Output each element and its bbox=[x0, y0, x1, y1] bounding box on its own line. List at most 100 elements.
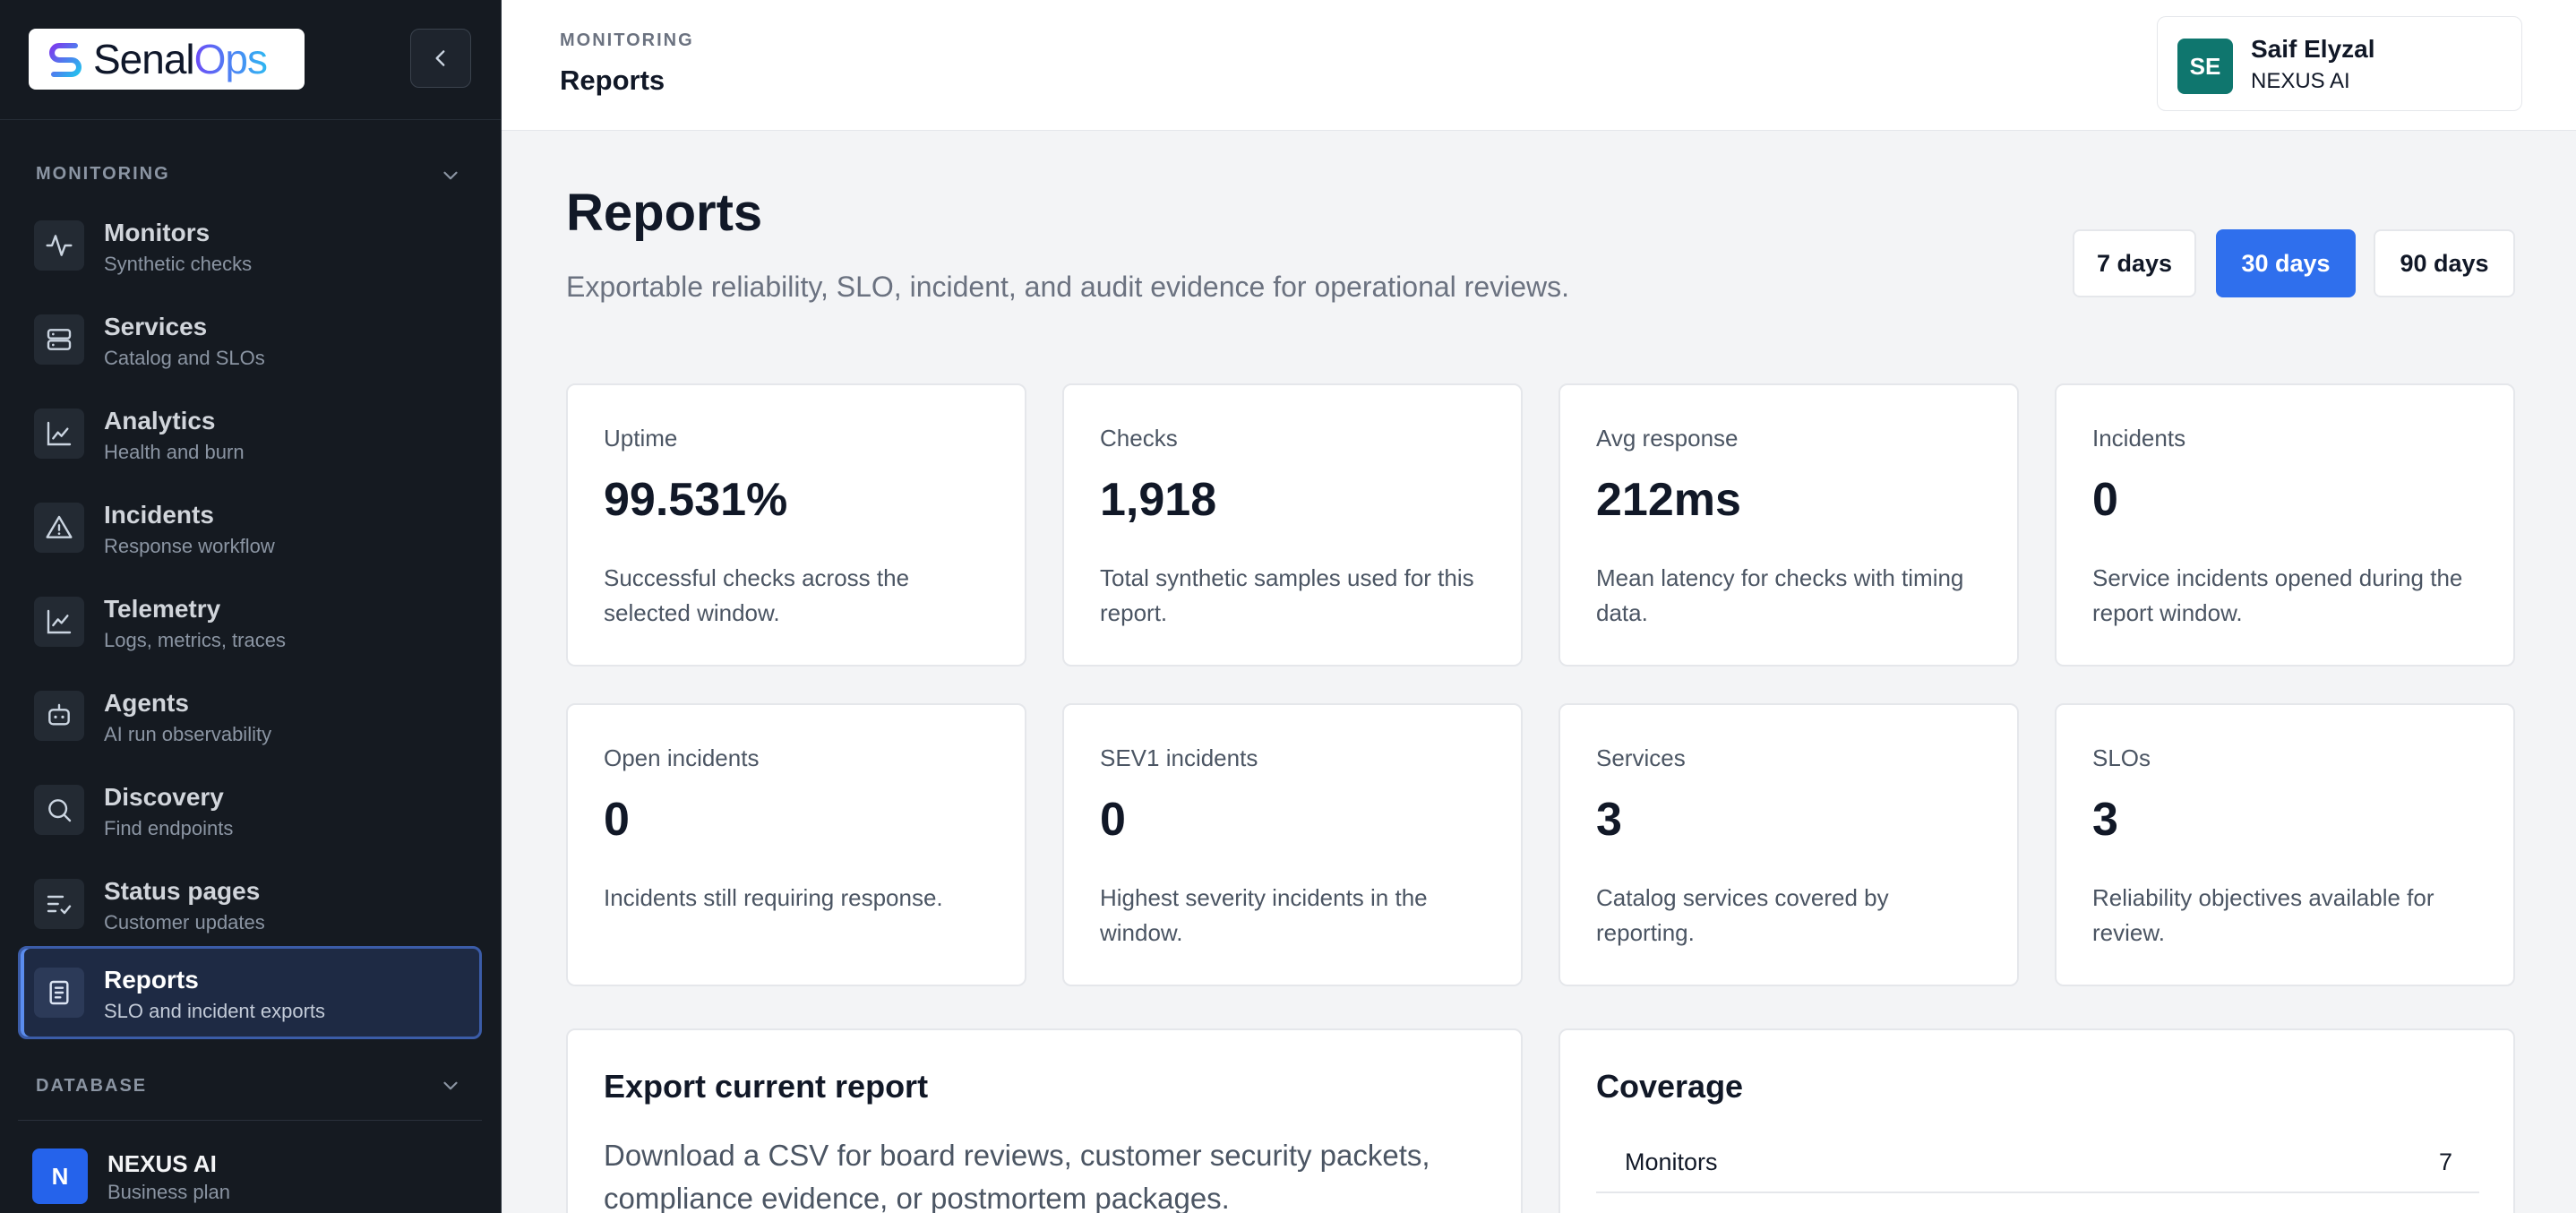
chevron-left-icon bbox=[435, 50, 445, 66]
stat-card-sev1-incidents: SEV1 incidents 0 Highest severity incide… bbox=[1062, 703, 1523, 986]
sidebar-item-status-pages[interactable]: Status pages Customer updates bbox=[18, 857, 482, 951]
stat-value: 3 bbox=[2092, 794, 2118, 846]
file-text-icon bbox=[49, 980, 69, 1005]
stat-description: Successful checks across the selected wi… bbox=[604, 564, 910, 626]
collapse-sidebar-button[interactable] bbox=[410, 29, 471, 88]
sidebar-item-label: Discovery bbox=[104, 783, 224, 811]
stat-description: Catalog services covered by reporting. bbox=[1596, 884, 1889, 946]
stat-description: Total synthetic samples used for this re… bbox=[1100, 564, 1474, 626]
user-org: NEXUS AI bbox=[2251, 69, 2350, 93]
stat-card-open-incidents: Open incidents 0 Incidents still requiri… bbox=[566, 703, 1026, 986]
sidebar-item-label: Analytics bbox=[104, 407, 216, 434]
stat-label: Avg response bbox=[1596, 425, 1739, 452]
chevron-down-icon[interactable] bbox=[439, 1074, 462, 1097]
bot-icon-wrap bbox=[34, 691, 84, 741]
sidebar-item-telemetry[interactable]: Telemetry Logs, metrics, traces bbox=[18, 575, 482, 668]
org-plan: Business plan bbox=[107, 1181, 230, 1203]
stat-value: 0 bbox=[1100, 794, 1126, 846]
search-icon-wrap bbox=[34, 785, 84, 835]
sidebar-item-sub: Health and burn bbox=[104, 441, 245, 463]
sidebar-item-discovery[interactable]: Discovery Find endpoints bbox=[18, 763, 482, 856]
sidebar-item-sub: Customer updates bbox=[104, 911, 265, 933]
brand-logo[interactable]: SenalOps bbox=[29, 29, 305, 90]
alert-triangle-icon bbox=[46, 515, 73, 538]
activity-icon bbox=[46, 235, 73, 256]
sidebar-item-label: Telemetry bbox=[104, 595, 221, 623]
sidebar: SenalOps MONITORING Monitors Synthetic c… bbox=[0, 0, 502, 1213]
list-check-icon bbox=[47, 895, 72, 915]
export-title: Export current report bbox=[604, 1068, 929, 1105]
sidebar-item-label: Monitors bbox=[104, 219, 210, 246]
top-bar: MONITORING Reports SE Saif Elyzal NEXUS … bbox=[502, 0, 2576, 131]
sidebar-item-agents[interactable]: Agents AI run observability bbox=[18, 669, 482, 762]
stat-value: 0 bbox=[604, 794, 630, 846]
sidebar-item-sub: AI run observability bbox=[104, 723, 272, 745]
sidebar-item-label: Incidents bbox=[104, 501, 214, 529]
sidebar-item-monitors[interactable]: Monitors Synthetic checks bbox=[18, 199, 482, 292]
coverage-title: Coverage bbox=[1596, 1068, 1744, 1105]
alert-triangle-icon-wrap bbox=[34, 503, 84, 553]
sidebar-item-incidents[interactable]: Incidents Response workflow bbox=[18, 481, 482, 574]
stat-label: SEV1 incidents bbox=[1100, 744, 1258, 771]
stat-description: Incidents still requiring response. bbox=[604, 884, 943, 911]
stat-card-checks: Checks 1,918 Total synthetic samples use… bbox=[1062, 383, 1523, 667]
stat-label: Incidents bbox=[2092, 425, 2186, 452]
stat-card-uptime: Uptime 99.531% Successful checks across … bbox=[566, 383, 1026, 667]
coverage-row-value: 7 bbox=[2438, 1148, 2452, 1175]
sidebar-item-sub: Find endpoints bbox=[104, 817, 234, 839]
stat-value: 212ms bbox=[1596, 474, 1741, 526]
server-icon bbox=[47, 329, 72, 350]
search-icon bbox=[48, 799, 72, 822]
sidebar-item-sub: Logs, metrics, traces bbox=[104, 629, 286, 651]
avatar: SE bbox=[2177, 39, 2233, 94]
sidebar-item-sub: Response workflow bbox=[104, 535, 275, 557]
activity-icon-wrap bbox=[34, 220, 84, 271]
range-30-days-button[interactable]: 30 days bbox=[2216, 229, 2356, 297]
stat-label: SLOs bbox=[2092, 744, 2151, 771]
stat-value: 0 bbox=[2092, 474, 2118, 526]
stat-card-slos: SLOs 3 Reliability objectives available … bbox=[2055, 703, 2515, 986]
stat-label: Checks bbox=[1100, 425, 1178, 452]
sidebar-item-sub: Synthetic checks bbox=[104, 253, 253, 275]
stat-value: 99.531% bbox=[604, 474, 788, 526]
chart-icon-wrap bbox=[34, 597, 84, 647]
sidebar-item-label: Services bbox=[104, 313, 208, 340]
stat-value: 3 bbox=[1596, 794, 1622, 846]
sidebar-item-analytics[interactable]: Analytics Health and burn bbox=[18, 387, 482, 480]
org-badge: N bbox=[32, 1148, 88, 1204]
export-panel: Export current report Download a CSV for… bbox=[566, 1028, 1523, 1213]
chevron-down-icon[interactable] bbox=[439, 164, 462, 187]
stat-value: 1,918 bbox=[1100, 474, 1217, 526]
stat-description: Reliability objectives available for rev… bbox=[2092, 884, 2434, 946]
section-monitoring-label[interactable]: MONITORING bbox=[36, 164, 170, 184]
range-7-days-button[interactable]: 7 days bbox=[2073, 229, 2196, 297]
user-menu[interactable]: SE Saif Elyzal NEXUS AI bbox=[2157, 16, 2522, 111]
coverage-row-name: Monitors bbox=[1625, 1148, 1718, 1175]
server-icon-wrap bbox=[34, 314, 84, 365]
sidebar-item-sub: SLO and incident exports bbox=[104, 1000, 326, 1022]
user-name: Saif Elyzal bbox=[2251, 35, 2375, 63]
range-90-days-button[interactable]: 90 days bbox=[2374, 229, 2515, 297]
stat-card-avg-response: Avg response 212ms Mean latency for chec… bbox=[1558, 383, 2019, 667]
sidebar-item-sub: Catalog and SLOs bbox=[104, 347, 265, 369]
coverage-panel: Coverage Monitors 7 bbox=[1558, 1028, 2515, 1213]
sidebar-item-services[interactable]: Services Catalog and SLOs bbox=[18, 293, 482, 386]
coverage-row: Monitors 7 bbox=[1596, 1129, 2479, 1193]
page-title: Reports bbox=[566, 184, 763, 242]
org-name: NEXUS AI bbox=[107, 1150, 217, 1177]
line-chart-icon-wrap bbox=[34, 409, 84, 459]
list-check-icon-wrap bbox=[34, 879, 84, 929]
sidebar-header: SenalOps bbox=[0, 0, 501, 120]
page-subtitle: Exportable reliability, SLO, incident, a… bbox=[566, 271, 1570, 303]
stat-card-services: Services 3 Catalog services covered by r… bbox=[1558, 703, 2019, 986]
sidebar-item-label: Status pages bbox=[104, 877, 261, 905]
stat-description: Mean latency for checks with timing data… bbox=[1596, 564, 1964, 626]
breadcrumb-section: MONITORING bbox=[560, 30, 694, 50]
chart-icon bbox=[47, 609, 72, 634]
file-text-icon-wrap bbox=[34, 968, 84, 1018]
header-title: Reports bbox=[560, 65, 665, 96]
section-database-label[interactable]: DATABASE bbox=[36, 1076, 148, 1096]
sidebar-item-reports[interactable]: Reports SLO and incident exports bbox=[18, 946, 482, 1039]
stat-label: Open incidents bbox=[604, 744, 760, 771]
bot-icon bbox=[48, 703, 70, 726]
